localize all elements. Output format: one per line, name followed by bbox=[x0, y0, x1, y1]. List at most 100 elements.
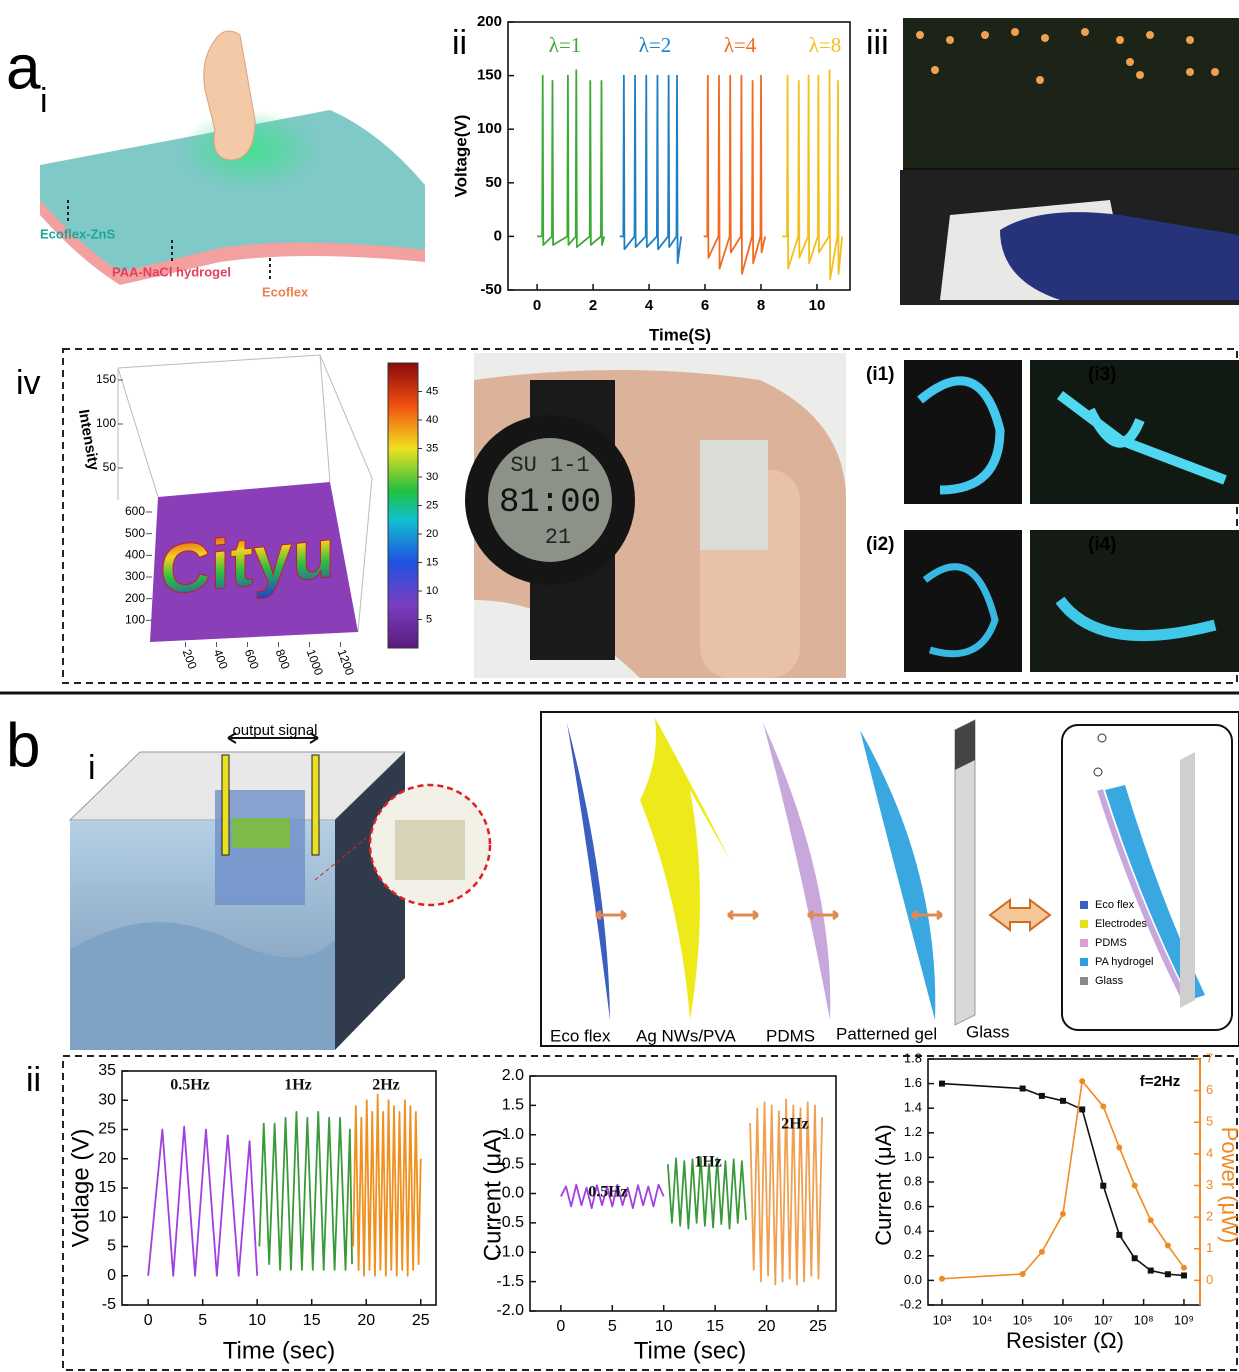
panel-label: iv bbox=[16, 364, 41, 402]
y-tick-label: 10 bbox=[98, 1208, 116, 1225]
point bbox=[1148, 1268, 1154, 1274]
layer-name: PDMS bbox=[766, 1026, 815, 1045]
layer-label: PAA-NaCl hydrogel bbox=[112, 264, 231, 279]
y-tick-label: -50 bbox=[480, 281, 502, 298]
y-tick-label: 1.6 bbox=[904, 1075, 922, 1090]
y-tick-label: 2.0 bbox=[502, 1067, 524, 1084]
y-tick-label: 20 bbox=[98, 1150, 116, 1167]
series-line bbox=[148, 1127, 257, 1276]
y2-tick-label: 5 bbox=[1206, 1114, 1213, 1129]
legend-label: Electrodes bbox=[1095, 918, 1147, 930]
inset-photos bbox=[904, 360, 1239, 672]
x-tick-label: 10⁷ bbox=[1094, 1312, 1113, 1327]
x-tick-label: 25 bbox=[809, 1318, 827, 1335]
inset-label: (i3) bbox=[1088, 364, 1117, 385]
panel-label: i bbox=[40, 82, 48, 120]
box-edge bbox=[118, 368, 158, 497]
panel-label: a bbox=[6, 33, 41, 102]
x-tick-label: 0 bbox=[556, 1318, 565, 1335]
legend-swatch bbox=[1080, 958, 1088, 966]
x-tick-label: 10 bbox=[248, 1312, 266, 1329]
legend-label: Glass bbox=[1095, 975, 1124, 987]
x-tick-label: 10⁵ bbox=[1013, 1312, 1033, 1327]
point bbox=[1039, 1249, 1045, 1255]
point bbox=[939, 1081, 945, 1087]
photo-display-shape bbox=[1186, 68, 1194, 76]
y-tick-label: 0.0 bbox=[904, 1272, 922, 1287]
photo-display-shape bbox=[1146, 31, 1154, 39]
colorbar bbox=[388, 363, 418, 648]
tank-illustration-shape bbox=[232, 818, 290, 848]
series-line bbox=[620, 76, 682, 264]
series-label: λ=2 bbox=[639, 33, 672, 57]
point bbox=[1060, 1098, 1066, 1104]
y-tick-label: 500 bbox=[125, 526, 145, 540]
y-tick-label: 25 bbox=[98, 1121, 116, 1138]
y2-tick-label: 6 bbox=[1206, 1082, 1213, 1097]
x-axis-label: Time(S) bbox=[649, 325, 711, 344]
colorbar-tick-label: 10 bbox=[426, 585, 438, 597]
point bbox=[1132, 1182, 1138, 1188]
colorbar-tick-label: 40 bbox=[426, 414, 438, 426]
series-line bbox=[259, 1112, 352, 1270]
x-tick-label: 20 bbox=[758, 1318, 776, 1335]
y-tick-label: 0.4 bbox=[904, 1223, 922, 1238]
y-tick-label: 0 bbox=[494, 227, 502, 244]
x-tick-label: 10⁴ bbox=[972, 1312, 992, 1327]
box-edge bbox=[358, 478, 372, 632]
x-axis-label: Resister (Ω) bbox=[1006, 1328, 1124, 1353]
watch-display: 21 bbox=[545, 525, 571, 550]
y2-tick-label: 1 bbox=[1206, 1240, 1213, 1255]
y-tick-label: 0.2 bbox=[904, 1247, 922, 1262]
point bbox=[1020, 1086, 1026, 1092]
y-tick-label: 35 bbox=[98, 1062, 116, 1079]
colorbar-tick-label: 45 bbox=[426, 385, 438, 397]
photo-display-shape bbox=[1036, 76, 1044, 84]
y-axis-label: Current (μA) bbox=[871, 1124, 896, 1245]
x-tick-label: 0 bbox=[144, 1312, 153, 1329]
y-tick-label: 50 bbox=[485, 174, 502, 191]
y-tick-label: 15 bbox=[98, 1179, 116, 1196]
x-tick-label: 15 bbox=[706, 1318, 724, 1335]
tank-illustration-shape bbox=[395, 820, 465, 880]
y-tick-label: 5 bbox=[107, 1238, 116, 1255]
y-axis-label: Voltage(V) bbox=[451, 115, 470, 198]
legend-label: PDMS bbox=[1095, 937, 1127, 949]
x-tick-label: 6 bbox=[701, 297, 709, 314]
x-tick-label: 1000 bbox=[304, 647, 326, 677]
x-tick-label: 10⁹ bbox=[1174, 1312, 1194, 1327]
y-axis-label: Votlage (V) bbox=[67, 1129, 94, 1248]
y-tick-label: -1.5 bbox=[496, 1273, 524, 1290]
y-tick-label: -2.0 bbox=[496, 1302, 524, 1319]
colorbar-tick-label: 30 bbox=[426, 471, 438, 483]
y-tick-label: 300 bbox=[125, 569, 145, 583]
x-tick-label: 800 bbox=[273, 647, 293, 671]
photo-display-shape bbox=[1041, 34, 1049, 42]
layer-diagram bbox=[541, 712, 1239, 1046]
x-tick-label: 600 bbox=[242, 647, 262, 671]
figure: a i ii iii iv b i ii Ecoflex-ZnS PAA-NaC… bbox=[0, 0, 1239, 1372]
x-tick-label: 10⁸ bbox=[1134, 1312, 1154, 1327]
legend-label: Eco flex bbox=[1095, 899, 1135, 911]
legend-swatch bbox=[1080, 939, 1088, 947]
y-tick-label: 0.6 bbox=[904, 1198, 922, 1213]
z-tick-label: 100 bbox=[96, 416, 116, 430]
signal-label: output signal bbox=[232, 722, 317, 739]
y2-tick-label: 7 bbox=[1206, 1050, 1213, 1065]
photo-display-shape bbox=[946, 36, 954, 44]
series-label: λ=4 bbox=[724, 33, 757, 57]
series-label: 0.5Hz bbox=[170, 1077, 210, 1094]
x-axis-label: Time (sec) bbox=[223, 1337, 335, 1364]
panel-label: ii bbox=[452, 24, 467, 62]
colorbar-tick-label: 25 bbox=[426, 499, 438, 511]
x-tick-label: 10 bbox=[809, 297, 826, 314]
colorbar-tick-label: 5 bbox=[426, 613, 432, 625]
y-tick-label: 1.4 bbox=[904, 1100, 922, 1115]
x-tick-label: 2 bbox=[589, 297, 597, 314]
x-tick-label: 1200 bbox=[335, 647, 357, 677]
legend-swatch bbox=[1080, 977, 1088, 985]
series-line bbox=[704, 76, 766, 274]
colorbar-tick-label: 20 bbox=[426, 528, 438, 540]
x-tick-label: 400 bbox=[211, 647, 231, 671]
series-label: 1Hz bbox=[284, 1077, 312, 1094]
